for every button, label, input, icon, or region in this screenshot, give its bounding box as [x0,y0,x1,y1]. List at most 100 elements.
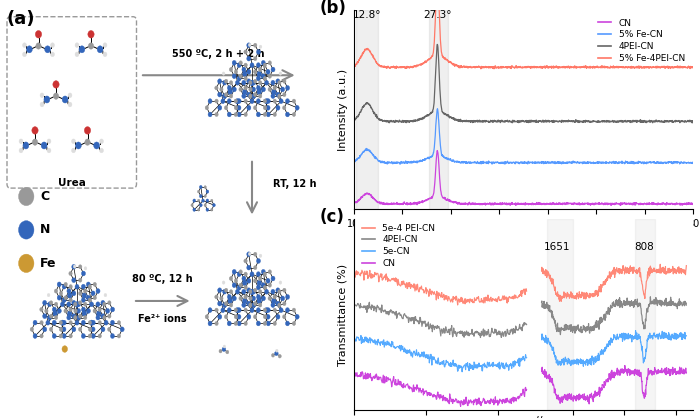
Bar [428,10,448,209]
Circle shape [103,43,107,48]
Circle shape [40,308,43,311]
Circle shape [244,295,247,299]
Circle shape [83,316,87,320]
Circle shape [69,271,72,275]
Circle shape [47,148,51,153]
Circle shape [247,92,251,97]
Circle shape [258,67,262,71]
Circle shape [252,289,256,294]
Circle shape [286,99,290,104]
Circle shape [266,314,270,319]
Circle shape [62,327,66,332]
Circle shape [90,302,94,307]
Circle shape [72,291,76,296]
Circle shape [64,296,67,300]
Circle shape [273,295,276,299]
Circle shape [292,321,295,326]
Circle shape [64,282,67,286]
Circle shape [43,314,47,319]
Circle shape [278,303,281,307]
Circle shape [86,282,90,287]
Circle shape [253,302,257,306]
Circle shape [271,67,275,72]
Circle shape [208,321,212,326]
Circle shape [252,94,256,99]
Circle shape [78,291,82,296]
Circle shape [253,79,257,83]
Circle shape [75,284,79,289]
Circle shape [62,320,66,325]
Circle shape [77,302,80,307]
Circle shape [18,221,34,239]
Circle shape [237,272,241,276]
Circle shape [91,334,95,339]
Circle shape [276,314,280,319]
Circle shape [230,290,233,294]
Circle shape [226,350,229,354]
Circle shape [266,99,270,104]
Circle shape [234,321,237,326]
Text: (c): (c) [319,208,344,226]
Circle shape [272,354,274,357]
Circle shape [242,280,247,285]
Circle shape [85,139,90,145]
Circle shape [211,199,213,202]
Circle shape [292,99,295,103]
Circle shape [40,102,44,107]
Circle shape [235,289,239,294]
Circle shape [224,315,228,319]
Circle shape [258,81,262,85]
Circle shape [256,112,260,117]
Circle shape [263,308,267,312]
Circle shape [204,204,206,206]
Circle shape [193,208,195,212]
Circle shape [239,61,242,65]
Circle shape [268,74,272,78]
Circle shape [234,112,237,117]
Circle shape [117,321,120,325]
Circle shape [234,106,237,110]
Circle shape [218,301,222,306]
Circle shape [256,308,260,313]
Circle shape [258,290,262,294]
Circle shape [242,276,246,281]
Circle shape [244,50,247,54]
Circle shape [46,320,50,325]
Circle shape [53,81,59,88]
Circle shape [81,271,85,276]
Circle shape [78,265,82,269]
Circle shape [219,349,222,353]
Circle shape [250,289,254,294]
Circle shape [253,70,257,74]
Circle shape [225,79,228,83]
Circle shape [66,302,71,307]
Circle shape [283,106,286,110]
Circle shape [75,302,79,307]
Circle shape [75,52,79,57]
Bar [635,219,655,410]
Circle shape [78,327,82,331]
Circle shape [257,89,262,94]
Circle shape [19,139,23,144]
Circle shape [76,142,81,149]
Circle shape [256,272,260,276]
Circle shape [237,314,241,319]
Circle shape [104,320,108,325]
Circle shape [55,316,58,320]
Text: Fe: Fe [41,257,57,270]
Circle shape [81,284,85,289]
Circle shape [220,296,223,301]
Circle shape [232,61,236,65]
Circle shape [222,347,225,352]
Circle shape [72,278,76,283]
Circle shape [247,288,251,293]
Circle shape [286,321,290,326]
Circle shape [45,309,48,313]
Circle shape [253,106,257,110]
Circle shape [230,81,233,85]
Circle shape [244,99,247,103]
Circle shape [103,316,106,320]
Circle shape [259,45,262,48]
Circle shape [248,296,252,301]
Circle shape [274,351,278,356]
